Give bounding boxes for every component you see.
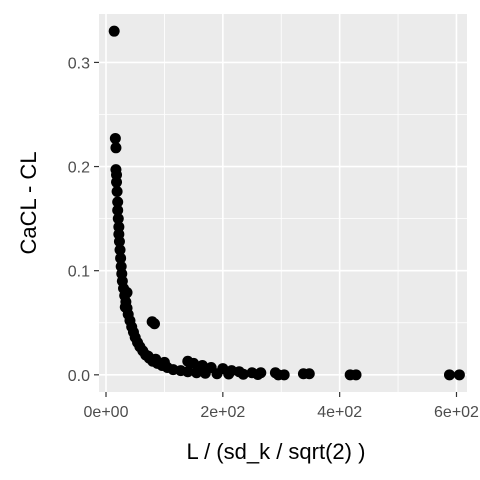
y-tick-label: 0.0 xyxy=(68,368,90,385)
y-tick-label: 0.3 xyxy=(68,55,90,72)
y-tick-label: 0.2 xyxy=(68,160,90,177)
data-point xyxy=(111,176,123,188)
data-point xyxy=(303,368,315,380)
data-point xyxy=(119,301,131,313)
y-axis-ticks: 0.0 0.1 0.2 0.3 xyxy=(68,55,99,385)
minor-gridlines xyxy=(99,14,467,392)
data-point xyxy=(350,369,362,381)
data-point xyxy=(182,366,194,378)
data-point xyxy=(150,353,162,365)
data-point xyxy=(196,359,208,371)
data-point xyxy=(110,142,122,154)
data-point xyxy=(108,25,120,37)
data-point xyxy=(443,369,455,381)
plot-panel xyxy=(99,14,467,392)
x-axis-ticks: 0e+00 2e+02 4e+02 6e+02 xyxy=(84,392,479,421)
data-point xyxy=(158,356,170,368)
x-tick-label: 4e+02 xyxy=(317,404,362,421)
data-point xyxy=(121,287,133,299)
data-point xyxy=(111,186,123,198)
data-point xyxy=(112,196,124,208)
data-point xyxy=(246,367,258,379)
data-point xyxy=(109,132,121,144)
x-tick-label: 6e+02 xyxy=(434,404,479,421)
x-tick-label: 2e+02 xyxy=(200,404,245,421)
data-point xyxy=(148,318,160,330)
data-point xyxy=(278,369,290,381)
data-point xyxy=(114,244,126,256)
data-point xyxy=(115,252,127,264)
data-points xyxy=(108,25,465,381)
data-point xyxy=(188,357,200,369)
data-point xyxy=(233,366,245,378)
x-tick-label: 0e+00 xyxy=(84,404,129,421)
y-axis-title: CaCL - CL xyxy=(16,151,41,254)
data-point xyxy=(112,204,124,216)
data-point xyxy=(112,213,124,225)
data-point xyxy=(113,236,125,248)
data-point xyxy=(205,362,217,374)
y-tick-label: 0.1 xyxy=(68,264,90,281)
x-axis-title: L / (sd_k / sqrt(2) ) xyxy=(187,439,366,464)
major-gridlines xyxy=(99,14,467,392)
data-point xyxy=(217,363,229,375)
data-point xyxy=(453,369,465,381)
data-point xyxy=(255,367,267,379)
